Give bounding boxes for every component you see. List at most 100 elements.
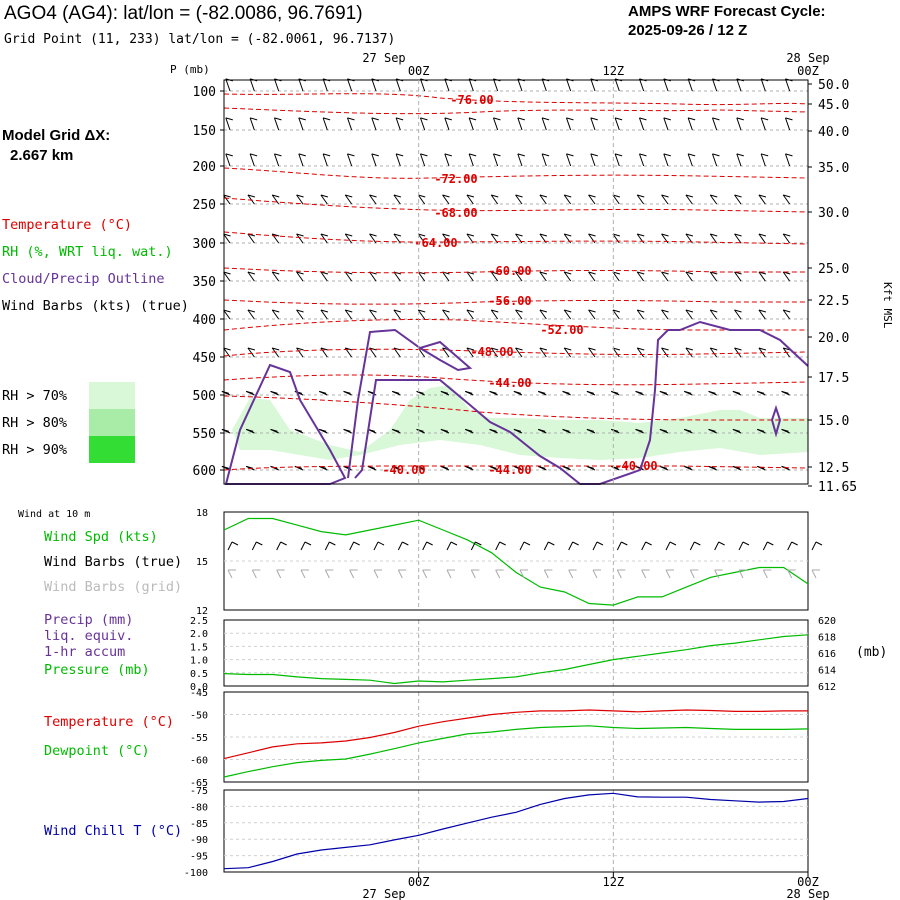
wind-barb-flag — [562, 428, 570, 432]
top-date-2: 28 Sep — [786, 51, 829, 65]
wind-barb — [758, 271, 766, 282]
wind-barb-flag — [274, 117, 282, 121]
wind-barb — [687, 117, 693, 131]
wind-barb-flag — [612, 347, 621, 351]
wind-barb — [539, 347, 547, 358]
wind-barb-flag — [221, 390, 230, 394]
temperature-contour-label: -72.00 — [434, 172, 477, 186]
rh-shading — [232, 385, 808, 460]
pressure-tick-label: 450 — [193, 351, 216, 366]
wind-barb — [271, 271, 280, 282]
wind-barb — [638, 78, 645, 92]
wind-barb — [517, 117, 523, 131]
bottom-time-tick-label: 00Z — [408, 875, 430, 889]
wind-barb-flag — [343, 428, 351, 432]
wind-barb-flag — [491, 233, 499, 237]
wind-barb-flag — [249, 153, 258, 157]
wind-barb-flag — [296, 233, 304, 237]
bottom-time-tick-label: 12Z — [602, 875, 624, 889]
forecast-cycle-label: AMPS WRF Forecast Cycle: — [628, 3, 826, 20]
wind-barb — [298, 78, 304, 92]
wind-barb — [782, 233, 791, 244]
wind-barb-flag — [444, 117, 452, 121]
surface-wind-barb-flag — [377, 541, 385, 546]
wind-barb-flag — [757, 428, 765, 432]
wind-barb — [223, 347, 231, 358]
wind-barb-flag — [684, 390, 692, 394]
wind-barb-flag — [760, 153, 769, 157]
wind-barb-flag — [270, 428, 278, 432]
wind-barb — [223, 194, 231, 205]
temperature-contour-label: -76.00 — [450, 93, 493, 107]
surface-wind-barb — [495, 541, 501, 551]
wind-barb-flag — [588, 309, 596, 313]
wind-barb-flag — [710, 309, 718, 313]
wind-barb-flag — [758, 309, 767, 313]
wind-barb — [419, 153, 426, 167]
surface-wind-barb-flag — [572, 541, 579, 546]
wind-barb-flag — [418, 194, 426, 198]
wind-barb — [225, 117, 231, 131]
wind-barb-flag — [539, 233, 548, 237]
kft-tick-label: 17.5 — [818, 371, 849, 386]
wind-barb-flag — [517, 117, 525, 121]
top-time-tick: 00Z — [408, 64, 430, 78]
pressure-tick-label: 300 — [193, 237, 216, 252]
kft-tick-label: 35.0 — [818, 161, 849, 176]
wind-barb — [736, 78, 742, 92]
surface-wind-barb — [373, 541, 379, 551]
wind-barb — [782, 194, 791, 205]
pressure-tick-label: 618 — [818, 633, 836, 644]
surface-wind-barb-flag — [426, 541, 433, 546]
wind-barb-flag — [296, 347, 304, 351]
wind-barb-flag — [635, 390, 643, 394]
surface-wind-barb — [762, 541, 768, 551]
wind-barb — [273, 78, 280, 92]
wind-barb-flag — [564, 233, 572, 237]
grid-wind-barb — [397, 569, 403, 579]
wind-barb-flag — [320, 233, 329, 237]
upper-wind-barbs — [221, 78, 793, 471]
pressure-tick-label: 500 — [193, 389, 216, 404]
wind-barb-flag — [223, 233, 231, 237]
wind-barb-flag — [221, 428, 230, 432]
wind-barb-flag — [659, 428, 668, 432]
legend-rh70-swatch — [89, 382, 135, 409]
wind-barb-flag — [246, 390, 254, 394]
temperature-tick-label: -55 — [190, 733, 208, 744]
wind-barb-flag — [541, 117, 550, 121]
grid-wind-barb — [641, 569, 647, 579]
wind-barb-flag — [734, 194, 742, 198]
wind-barb — [734, 194, 742, 205]
wind-barb-flag — [416, 465, 424, 469]
wind-barb — [298, 117, 304, 131]
wind-barb-flag — [785, 117, 793, 121]
wind-barb-flag — [367, 465, 376, 469]
wind-barb-flag — [440, 465, 449, 469]
grid-wind-barb — [568, 569, 574, 579]
wind-barb — [663, 153, 669, 167]
wind-barb-flag — [272, 271, 280, 275]
surface-wind-barb-flag — [718, 541, 725, 546]
wind-barb-flag — [586, 465, 595, 469]
pressure-tick-label: 612 — [818, 682, 836, 693]
wind-barb — [711, 153, 718, 167]
wind-barb-flag — [369, 194, 377, 198]
wind-barb — [711, 117, 718, 131]
surface-wind-barb-flag — [450, 541, 458, 546]
wind-barb-flag — [468, 153, 477, 157]
wind-barb-flag — [466, 194, 475, 198]
wind-barb — [636, 194, 645, 205]
pressure-tick-label: 550 — [193, 427, 216, 442]
bottom-date-2: 28 Sep — [786, 887, 829, 900]
wind-barb-flag — [347, 117, 355, 121]
wind-barb — [417, 233, 426, 244]
wind-barb-flag — [539, 347, 548, 351]
wind-chill-panel — [223, 789, 809, 873]
wind-barb — [442, 347, 450, 358]
wind-barb-flag — [586, 390, 595, 394]
temperature-contour-label: -48.00 — [470, 345, 513, 359]
wind-barb — [663, 117, 669, 131]
wind-barb-flag — [272, 233, 280, 237]
wind-chill-tick-label: -90 — [190, 835, 208, 846]
